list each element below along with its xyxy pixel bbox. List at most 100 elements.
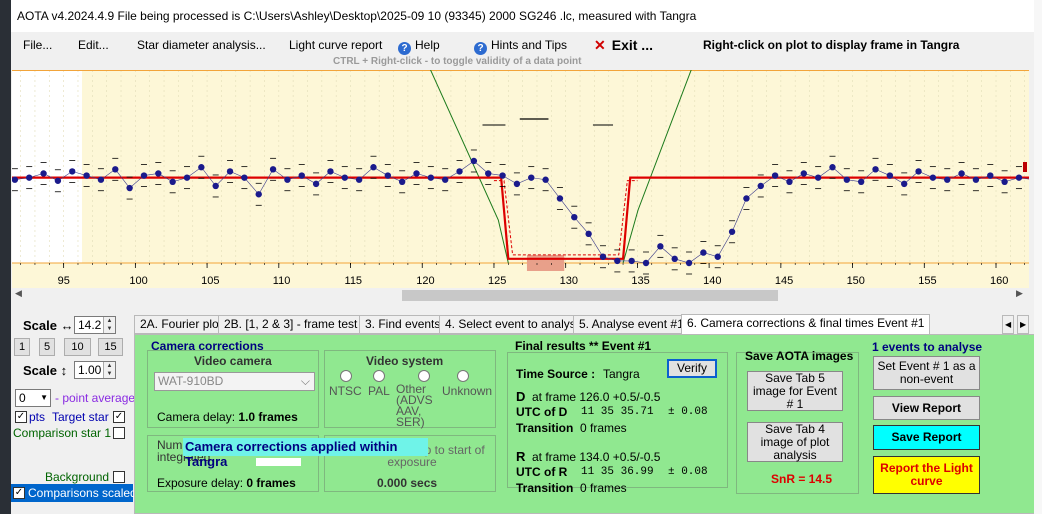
menu-light-curve-report[interactable]: Light curve report — [289, 38, 383, 52]
view-report-button[interactable]: View Report — [873, 396, 980, 420]
data-point — [398, 178, 406, 186]
data-point — [470, 157, 478, 165]
target-star-checkbox[interactable]: ✓ — [113, 411, 125, 423]
other-radio[interactable] — [418, 370, 430, 382]
scale-button-10[interactable]: 10 — [64, 338, 91, 356]
pts-checkbox[interactable]: ✓ — [15, 411, 27, 423]
right-click-hint: Right-click on plot to display frame in … — [703, 38, 960, 52]
final-results-title: Final results ** Event #1 — [515, 339, 652, 353]
menu-edit[interactable]: Edit... — [78, 38, 109, 52]
plot-scrollbar[interactable]: ◀ ▶ — [12, 288, 1029, 302]
scroll-left-arrow[interactable]: ◀ — [15, 288, 22, 298]
data-point — [528, 174, 535, 181]
data-point — [700, 249, 707, 256]
data-point — [829, 164, 836, 171]
verify-button[interactable]: Verify — [667, 359, 717, 378]
data-point — [599, 253, 607, 260]
data-point — [83, 172, 90, 179]
scale-button-15[interactable]: 15 — [98, 338, 123, 356]
scroll-thumb[interactable] — [402, 290, 778, 301]
ntsc-radio[interactable] — [340, 370, 352, 382]
data-point — [112, 166, 119, 173]
point-average-select[interactable]: 0 ▼ — [15, 389, 51, 407]
tab-find-events[interactable]: 3. Find events — [359, 315, 447, 334]
data-point — [771, 172, 779, 179]
spinner-arrows-icon[interactable]: ▲ ▼ — [103, 362, 115, 378]
save-report-button[interactable]: Save Report — [873, 425, 980, 450]
aota-window: AOTA v4.2024.4.9 File being processed is… — [11, 0, 1034, 514]
chevron-down-icon: ▼ — [40, 393, 48, 402]
video-camera-title: Video camera — [194, 354, 272, 368]
comparisons-scaled-checkbox[interactable]: ✓ — [13, 487, 25, 499]
light-curve-plot[interactable]: 95 100 105 110 115 120 125 130 135 140 145 150 155 16… — [12, 70, 1029, 288]
event-model-bounds — [493, 180, 638, 256]
data-point — [886, 172, 894, 179]
r-frame-value: at frame 134.0 +0.5/-0.5 — [532, 450, 661, 464]
save-tab5-button[interactable]: Save Tab 5 image for Event # 1 — [747, 371, 843, 411]
utc-d-error: ± 0.08 — [668, 406, 708, 418]
unknown-radio[interactable] — [457, 370, 469, 382]
exposure-delay-value: 0 frames — [246, 476, 296, 490]
spinner-arrows-icon[interactable]: ▲ ▼ — [103, 317, 115, 333]
tab-scroll-right-icon[interactable]: ▶ — [1017, 315, 1030, 334]
tab-analyse-event[interactable]: 5. Analyse event #1 — [573, 315, 690, 334]
scale-button-5[interactable]: 5 — [39, 338, 55, 356]
r-label: R — [516, 449, 526, 464]
camera-model-value: WAT-910BD — [158, 374, 224, 388]
menu-help[interactable]: ? Help — [398, 38, 440, 55]
data-point — [456, 168, 463, 175]
tab-scroll-left-icon[interactable]: ◀ — [1002, 315, 1015, 334]
data-point — [441, 176, 449, 183]
frames-integrated-field[interactable] — [256, 458, 301, 466]
r-transition-label: Transition — [516, 481, 574, 495]
menu-hints[interactable]: ? Hints and Tips — [474, 38, 567, 55]
pal-radio[interactable] — [373, 370, 385, 382]
data-point — [843, 176, 851, 183]
background-checkbox[interactable] — [113, 471, 125, 483]
scale-horizontal-label: Scale ↔ — [23, 318, 74, 333]
scale-button-1[interactable]: 1 — [14, 338, 30, 356]
data-point — [728, 228, 736, 235]
help-icon: ? — [398, 42, 411, 55]
tab-select-event[interactable]: 4. Select event to analyse — [439, 315, 589, 334]
tab-fourier-plot[interactable]: 2A. Fourier plot — [134, 315, 229, 334]
data-point — [226, 168, 234, 175]
scale-h-spinner[interactable]: 14.2 ▲ ▼ — [74, 316, 116, 334]
data-point — [757, 182, 764, 190]
ctrl-click-hint: CTRL + Right-click - to toggle validity … — [333, 56, 582, 67]
tab-camera-corrections[interactable]: 6. Camera corrections & final times Even… — [681, 314, 931, 335]
set-non-event-button[interactable]: Set Event # 1 as a non-event — [873, 356, 980, 390]
r-transition-value: 0 frames — [580, 481, 627, 495]
data-point — [642, 259, 650, 267]
time-source-value: Tangra — [603, 367, 640, 381]
d-transition-label: Transition — [516, 421, 574, 435]
utc-r-value: 11 35 36.99 — [581, 466, 654, 478]
camera-model-select[interactable]: WAT-910BD ⌵ — [154, 372, 315, 391]
utc-d-value: 11 35 35.71 — [581, 406, 654, 418]
data-point — [614, 257, 621, 265]
point-average-value: 0 — [19, 391, 26, 405]
data-point — [915, 168, 922, 175]
comparison-star-1-checkbox[interactable] — [113, 427, 125, 439]
menu-file[interactable]: File... — [23, 38, 53, 52]
comparisons-scaled-row[interactable]: ✓ Comparisons scaled — [11, 484, 137, 502]
tab-frame-test[interactable]: 2B. [1, 2 & 3] - frame test — [218, 315, 364, 334]
scale-v-spinner[interactable]: 1.00 ▲ ▼ — [74, 361, 116, 379]
data-point — [54, 177, 62, 184]
utc-d-label: UTC of D — [516, 405, 568, 419]
menu-exit[interactable]: ✕ Exit ... — [594, 37, 653, 54]
x-tick-label: 145 — [775, 275, 793, 287]
data-point — [972, 176, 980, 183]
right-edge-marker — [1023, 162, 1027, 172]
data-point — [556, 195, 564, 202]
data-point — [800, 170, 807, 177]
data-point — [1015, 174, 1023, 181]
save-tab4-button[interactable]: Save Tab 4 image of plot analysis — [747, 422, 843, 462]
horizontal-arrows-icon: ↔ — [60, 318, 74, 333]
other-label: Other (ADVS AAV, SER) — [396, 382, 433, 429]
scroll-right-arrow[interactable]: ▶ — [1016, 288, 1023, 298]
menu-star-diameter[interactable]: Star diameter analysis... — [137, 38, 266, 52]
desktop-background-left — [0, 0, 11, 514]
report-light-curve-button[interactable]: Report the Light curve — [873, 456, 980, 494]
x-tick-label: 150 — [847, 275, 865, 287]
